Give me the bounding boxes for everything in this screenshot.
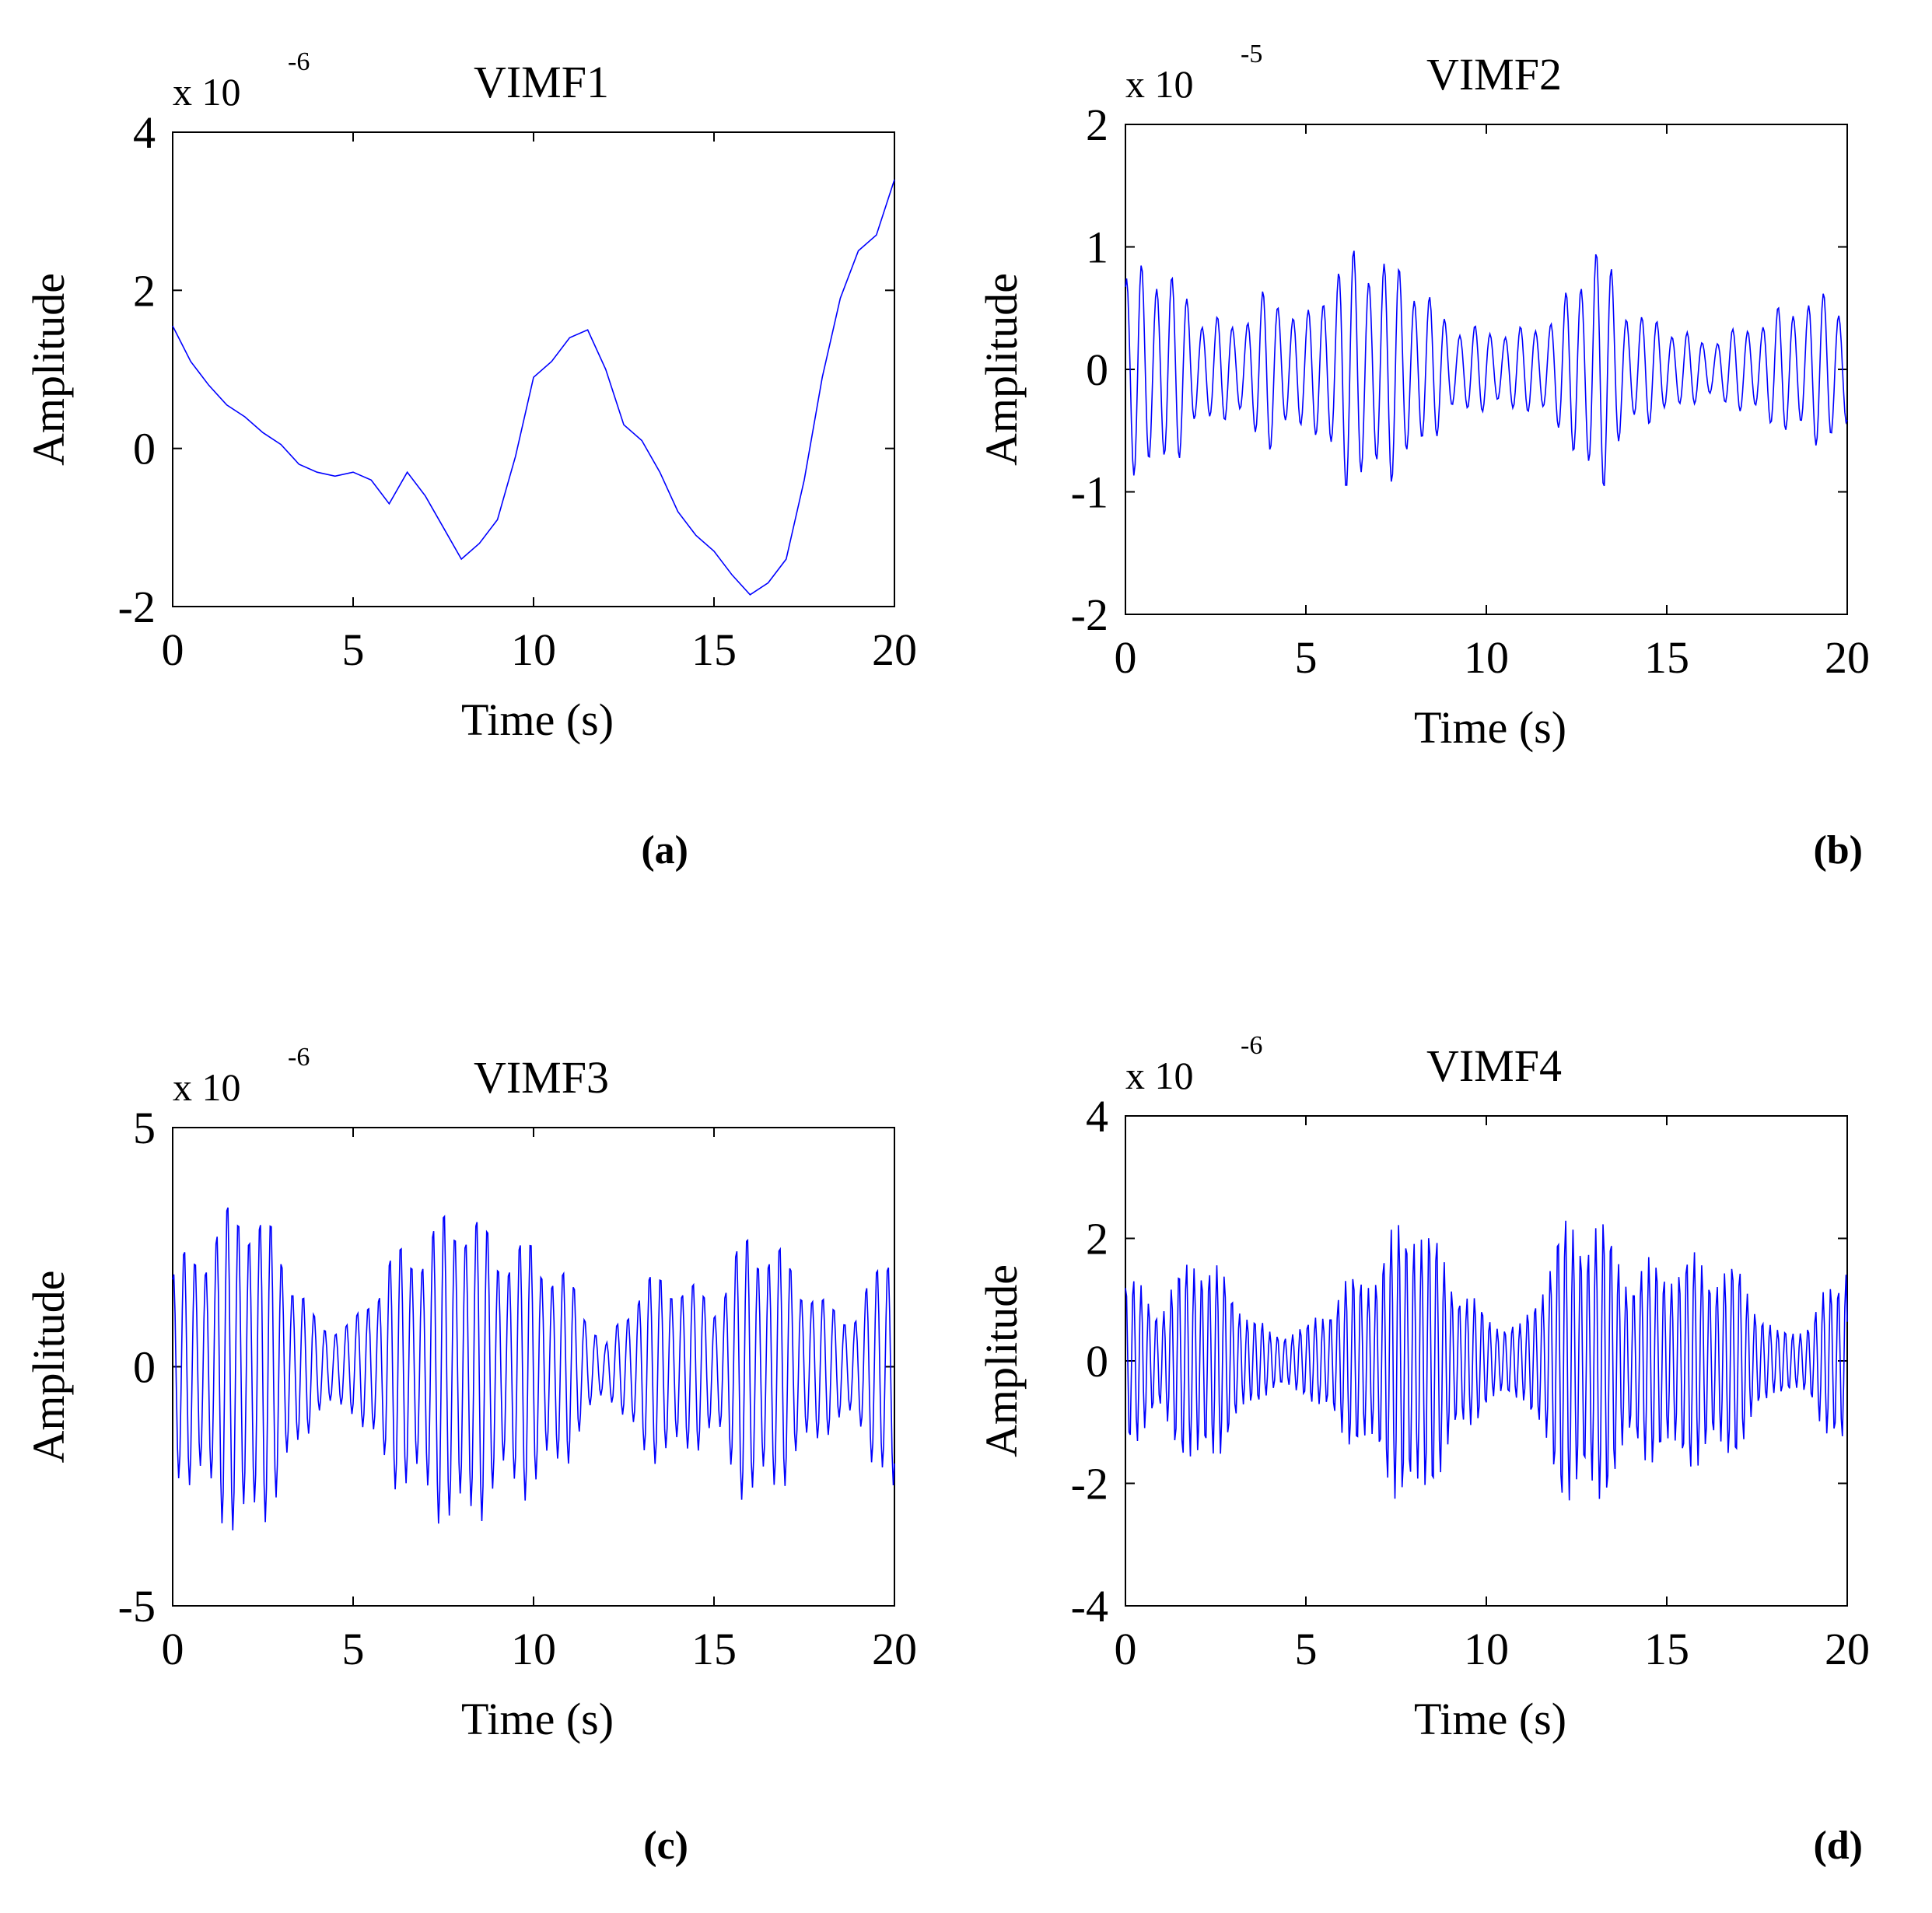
y-tick-label: 0 bbox=[133, 424, 156, 474]
series-line bbox=[172, 179, 895, 596]
x-tick-label: 20 bbox=[872, 624, 917, 675]
x-tick-label: 20 bbox=[1825, 1624, 1870, 1674]
x-tick-label: 5 bbox=[342, 624, 365, 675]
y-tick-label: 4 bbox=[133, 107, 156, 158]
x-tick-label: 0 bbox=[1115, 1624, 1137, 1674]
x-tick-label: 0 bbox=[162, 624, 184, 675]
axis-multiplier: x 10 bbox=[1125, 1054, 1194, 1097]
y-tick-label: -4 bbox=[1071, 1581, 1108, 1631]
axis-multiplier-exponent: -5 bbox=[1241, 40, 1262, 68]
chart-title: VIMF2 bbox=[1426, 49, 1562, 100]
x-tick-label: 15 bbox=[1644, 632, 1689, 683]
x-tick-label: 15 bbox=[1644, 1624, 1689, 1674]
x-axis-label: Time (s) bbox=[461, 694, 614, 745]
y-tick-label: -1 bbox=[1071, 467, 1108, 518]
axis-multiplier: x 10 bbox=[173, 1065, 241, 1109]
y-tick-label: -5 bbox=[118, 1581, 156, 1631]
y-tick-label: 2 bbox=[1086, 100, 1108, 150]
x-tick-label: 5 bbox=[1295, 632, 1318, 683]
axis-multiplier: x 10 bbox=[173, 70, 241, 114]
panel-label: (d) bbox=[1813, 1824, 1863, 1868]
chart-title: VIMF4 bbox=[1426, 1040, 1562, 1091]
y-axis-label: Amplitude bbox=[23, 273, 74, 466]
x-tick-label: 5 bbox=[1295, 1624, 1318, 1674]
series-line bbox=[1125, 250, 1848, 487]
chart-title: VIMF3 bbox=[474, 1052, 609, 1103]
x-axis-label: Time (s) bbox=[1414, 702, 1566, 753]
x-tick-label: 20 bbox=[872, 1624, 917, 1674]
x-tick-label: 10 bbox=[1464, 632, 1509, 683]
x-axis-label: Time (s) bbox=[1414, 1694, 1566, 1744]
y-tick-label: 0 bbox=[133, 1342, 156, 1393]
x-tick-label: 5 bbox=[342, 1624, 365, 1674]
y-tick-label: 0 bbox=[1086, 1336, 1108, 1387]
y-tick-label: 2 bbox=[133, 265, 156, 316]
y-axis-label: Amplitude bbox=[23, 1270, 74, 1463]
y-tick-label: 2 bbox=[1086, 1214, 1108, 1264]
x-tick-label: 10 bbox=[1464, 1624, 1509, 1674]
x-tick-label: 10 bbox=[511, 1624, 556, 1674]
y-tick-label: -2 bbox=[1071, 1459, 1108, 1509]
panel-label: (b) bbox=[1813, 828, 1863, 873]
y-tick-label: 5 bbox=[133, 1103, 156, 1153]
axis-multiplier-exponent: -6 bbox=[1241, 1031, 1262, 1060]
axis-multiplier: x 10 bbox=[1125, 62, 1194, 106]
x-tick-label: 0 bbox=[162, 1624, 184, 1674]
y-tick-label: -2 bbox=[1071, 589, 1108, 640]
chart-title: VIMF1 bbox=[474, 57, 609, 107]
x-tick-label: 15 bbox=[691, 624, 737, 675]
y-tick-label: 0 bbox=[1086, 344, 1108, 395]
x-tick-label: 20 bbox=[1825, 632, 1870, 683]
panel-label: (a) bbox=[641, 828, 688, 873]
x-tick-label: 0 bbox=[1115, 632, 1137, 683]
y-axis-label: Amplitude bbox=[976, 1264, 1027, 1457]
series-line bbox=[1125, 1220, 1848, 1501]
x-axis-label: Time (s) bbox=[461, 1694, 614, 1744]
y-tick-label: -2 bbox=[118, 582, 156, 632]
y-axis-label: Amplitude bbox=[976, 273, 1027, 466]
x-tick-label: 10 bbox=[511, 624, 556, 675]
panel-label: (c) bbox=[643, 1824, 688, 1868]
series-line bbox=[172, 1207, 895, 1531]
axis-multiplier-exponent: -6 bbox=[288, 1043, 310, 1072]
y-tick-label: 4 bbox=[1086, 1091, 1108, 1142]
axis-multiplier-exponent: -6 bbox=[288, 47, 310, 76]
y-tick-label: 1 bbox=[1086, 222, 1108, 273]
plot-frame bbox=[172, 131, 895, 607]
x-tick-label: 15 bbox=[691, 1624, 737, 1674]
